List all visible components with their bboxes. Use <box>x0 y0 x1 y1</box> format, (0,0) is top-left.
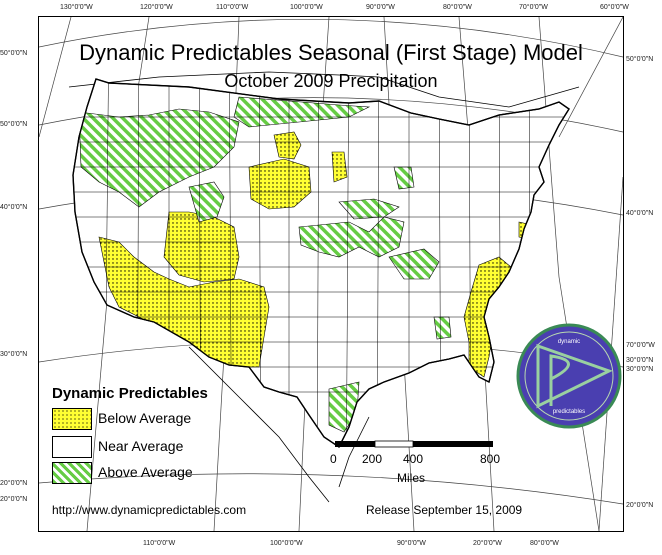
region-above-northcentral <box>233 96 371 128</box>
graticule-label: 70°0'0"W <box>626 342 655 349</box>
graticule-label: 110°0'0"W <box>143 540 176 547</box>
graticule-label: 100°0'0"W <box>270 540 303 547</box>
region-above-ohiovalley <box>388 248 440 280</box>
region-below-montana <box>273 131 302 160</box>
logo: dynamic predictables <box>516 323 622 429</box>
region-above-louisiana <box>383 378 418 400</box>
legend-swatch-near <box>52 436 92 458</box>
logo-triangle-icon <box>536 343 613 409</box>
graticule-label: 80°0'0"W <box>530 540 559 547</box>
region-above-texas <box>328 381 360 433</box>
graticule-label: 30°0'0"N <box>626 366 654 373</box>
scale-bar <box>335 440 493 448</box>
graticule-label: 70°0'0"W <box>519 4 548 11</box>
graticule-label: 40°0'0"N <box>626 210 654 217</box>
graticule-label: 80°0'0"W <box>443 4 472 11</box>
graticule-label: 130°0'0"W <box>60 4 93 11</box>
graticule-label: 20°0'0"N <box>626 502 654 509</box>
legend-label-near: Near Average <box>98 438 184 454</box>
legend-label-below: Below Average <box>98 410 192 426</box>
graticule-label: 50°0'0"N <box>626 56 654 63</box>
graticule-label: 20°0'0"W <box>473 540 502 547</box>
scale-tick: 0 <box>330 452 337 466</box>
map-frame: dynamic predictables <box>38 16 624 532</box>
graticule-label: 30°0'0"N <box>0 351 28 358</box>
region-above-midwest <box>338 198 400 220</box>
graticule-label: 90°0'0"W <box>397 540 426 547</box>
graticule-label: 100°0'0"W <box>290 4 323 11</box>
scale-tick: 800 <box>480 452 501 466</box>
division-boundaries <box>73 79 569 447</box>
graticule-label: 50°0'0"N <box>0 121 28 128</box>
conus-outline-top <box>72 78 570 449</box>
graticule-label: 20°0'0"N <box>0 480 28 487</box>
graticule-label: 90°0'0"W <box>366 4 395 11</box>
legend-heading: Dynamic Predictables <box>52 385 208 402</box>
logo-top-text: dynamic <box>558 339 580 345</box>
scale-bar-units: Miles <box>397 471 426 485</box>
graticule-label: 30°0'0"N <box>626 357 654 364</box>
graticule-label: 50°0'0"N <box>0 50 28 57</box>
map-title: Dynamic Predictables Seasonal (First Sta… <box>79 40 583 65</box>
legend-label-above: Above Average <box>98 464 193 480</box>
region-above-plains <box>298 216 405 258</box>
legend-swatch-above <box>52 462 92 484</box>
website-link[interactable]: http://www.dynamicpredictables.com <box>52 503 247 517</box>
graticule-label: 40°0'0"N <box>0 204 28 211</box>
map-canvas: dynamic predictables <box>39 17 623 531</box>
region-below-wyoming <box>248 158 312 210</box>
graticule-label: 120°0'0"W <box>140 4 173 11</box>
release-date: Release September 15, 2009 <box>366 503 523 517</box>
scale-tick: 400 <box>403 452 424 466</box>
map-subtitle: October 2009 Precipitation <box>224 71 438 91</box>
legend-swatch-below <box>52 408 92 430</box>
graticule-label: 110°0'0"W <box>216 4 249 11</box>
logo-bottom-text: predictables <box>553 409 585 415</box>
graticule-label: 60°0'0"W <box>600 4 629 11</box>
graticule-label: 20°0'0"N <box>0 496 28 503</box>
logo-p-icon <box>549 354 570 406</box>
neighbor-land <box>68 71 580 503</box>
region-above-alabama <box>433 316 452 340</box>
region-above-gulf-east <box>423 364 460 386</box>
scale-tick: 200 <box>362 452 383 466</box>
